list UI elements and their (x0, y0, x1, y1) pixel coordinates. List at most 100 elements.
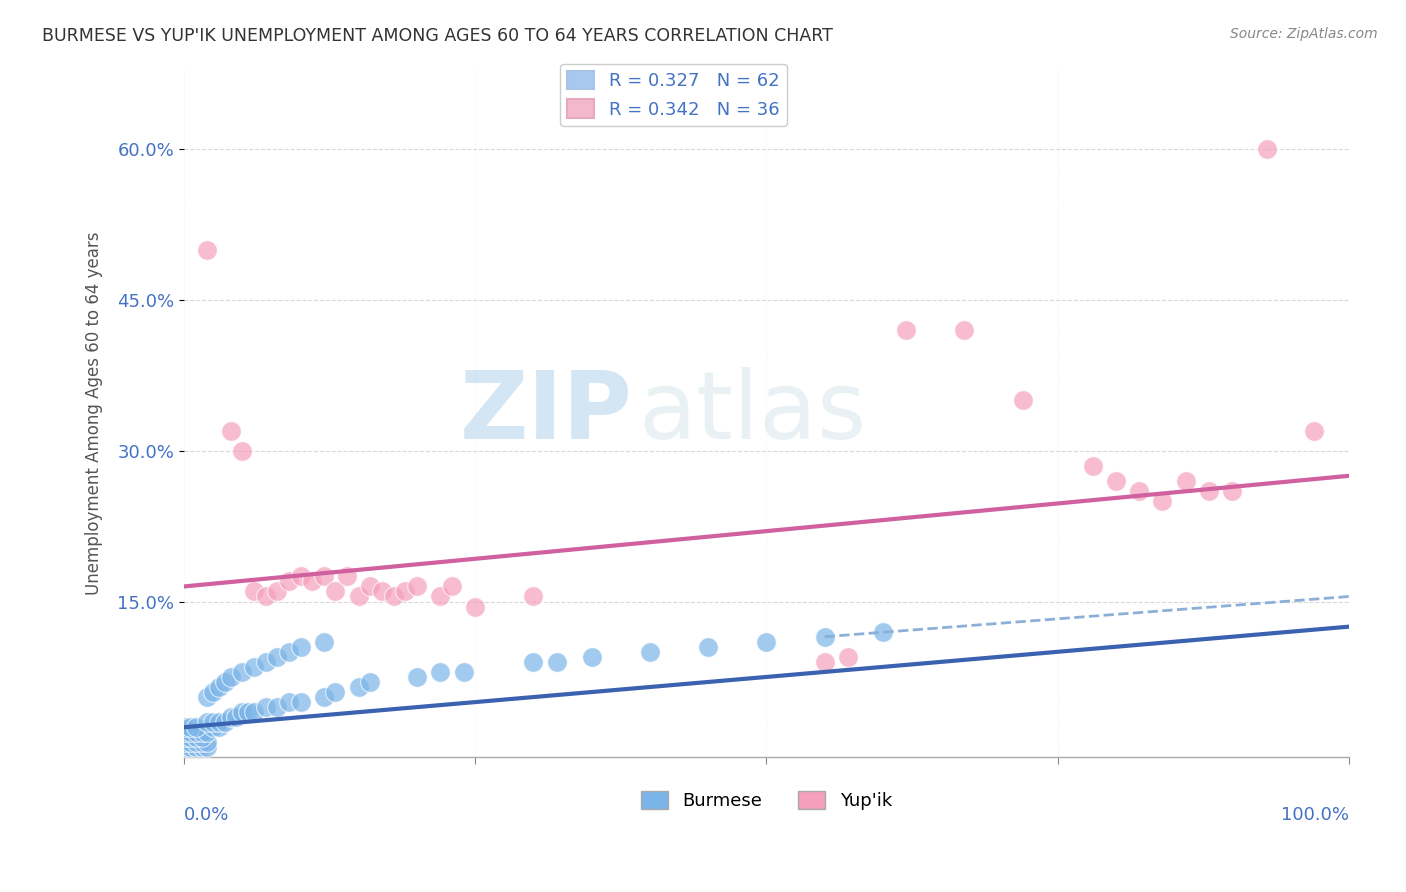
Point (195, 740, 218, 755)
Point (173, 740, 195, 755)
Point (1011, 393, 1033, 408)
Text: 0.0%: 0.0% (184, 805, 229, 823)
Point (179, 735, 201, 749)
Point (219, 710, 242, 724)
Point (382, 590, 405, 604)
Point (179, 720, 201, 734)
Point (195, 735, 218, 749)
Point (1256, 142, 1278, 156)
Point (546, 655, 568, 669)
Point (755, 634, 778, 648)
Point (1302, 424, 1324, 438)
Point (236, 705, 259, 719)
Point (231, 443, 253, 458)
Point (219, 424, 242, 438)
Point (814, 630, 837, 644)
Point (266, 649, 288, 664)
Point (1220, 483, 1243, 498)
Point (1081, 458, 1104, 473)
Point (1128, 483, 1150, 498)
Point (266, 700, 288, 714)
Legend: Burmese, Yup'ik: Burmese, Yup'ik (634, 783, 900, 817)
Point (179, 725, 201, 739)
Point (429, 665, 451, 679)
Point (290, 569, 312, 583)
Point (195, 690, 218, 704)
Point (214, 675, 236, 690)
Point (184, 735, 207, 749)
Point (266, 584, 288, 599)
Point (429, 590, 451, 604)
Point (837, 649, 859, 664)
Point (522, 590, 544, 604)
Point (254, 700, 277, 714)
Point (638, 645, 661, 659)
Point (394, 584, 416, 599)
Point (872, 624, 894, 639)
Point (336, 569, 359, 583)
Point (406, 670, 429, 684)
Point (254, 590, 277, 604)
Point (184, 725, 207, 739)
Point (184, 720, 207, 734)
Point (219, 670, 242, 684)
Point (225, 710, 247, 724)
Point (214, 715, 236, 730)
Point (208, 715, 231, 730)
Point (325, 584, 347, 599)
Point (814, 655, 837, 669)
Point (290, 640, 312, 654)
Point (190, 725, 212, 739)
Point (243, 705, 266, 719)
Point (173, 735, 195, 749)
Point (202, 715, 225, 730)
Point (896, 323, 918, 337)
Text: 100.0%: 100.0% (1281, 805, 1348, 823)
Point (290, 695, 312, 709)
Point (1174, 474, 1197, 488)
Point (208, 720, 231, 734)
Point (179, 740, 201, 755)
Point (312, 634, 335, 648)
Point (1152, 494, 1174, 508)
Point (184, 740, 207, 755)
Point (202, 720, 225, 734)
Point (243, 584, 266, 599)
Point (371, 584, 394, 599)
Point (697, 640, 720, 654)
Point (453, 665, 475, 679)
Point (190, 740, 212, 755)
Point (325, 685, 347, 699)
Text: ZIP: ZIP (460, 367, 633, 459)
Point (202, 685, 225, 699)
Point (184, 731, 207, 745)
Point (277, 645, 299, 659)
Point (359, 579, 381, 593)
Point (190, 735, 212, 749)
Point (254, 655, 277, 669)
Point (277, 574, 299, 589)
Point (195, 243, 218, 257)
Text: BURMESE VS YUP'IK UNEMPLOYMENT AMONG AGES 60 TO 64 YEARS CORRELATION CHART: BURMESE VS YUP'IK UNEMPLOYMENT AMONG AGE… (42, 27, 832, 45)
Point (406, 579, 429, 593)
Point (173, 720, 195, 734)
Text: Source: ZipAtlas.com: Source: ZipAtlas.com (1230, 27, 1378, 41)
Point (231, 665, 253, 679)
Point (243, 660, 266, 674)
Point (231, 705, 253, 719)
Point (581, 649, 603, 664)
Point (1198, 483, 1220, 498)
Point (173, 731, 195, 745)
Point (522, 655, 544, 669)
Point (440, 579, 463, 593)
Point (195, 715, 218, 730)
Point (179, 731, 201, 745)
Point (953, 323, 976, 337)
Y-axis label: Unemployment Among Ages 60 to 64 years: Unemployment Among Ages 60 to 64 years (86, 231, 103, 595)
Point (301, 574, 323, 589)
Text: atlas: atlas (638, 367, 866, 459)
Point (1105, 474, 1128, 488)
Point (347, 590, 370, 604)
Point (208, 680, 231, 694)
Point (277, 695, 299, 709)
